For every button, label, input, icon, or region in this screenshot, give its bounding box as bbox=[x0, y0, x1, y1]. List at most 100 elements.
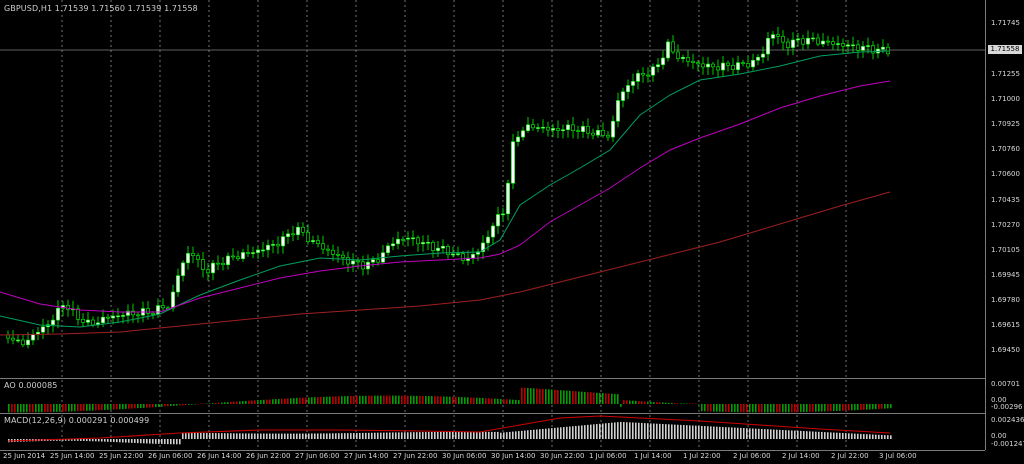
ao-bar bbox=[884, 404, 886, 409]
candle-body bbox=[206, 269, 210, 274]
ao-bar bbox=[653, 401, 655, 404]
candle-body bbox=[821, 40, 825, 45]
candle-body bbox=[831, 41, 835, 45]
macd-bar bbox=[857, 433, 859, 439]
macd-bar bbox=[98, 439, 100, 442]
ao-bar bbox=[761, 404, 763, 413]
ao-indicator-pane[interactable]: AO 0.000085 bbox=[0, 378, 1024, 413]
ao-bar bbox=[530, 388, 532, 404]
ao-bar bbox=[632, 400, 634, 404]
ao-bar bbox=[770, 404, 772, 413]
candle-body bbox=[636, 73, 640, 82]
ao-bar bbox=[629, 400, 631, 404]
macd-bar bbox=[218, 433, 220, 439]
ao-bar bbox=[719, 404, 721, 412]
ao-bar bbox=[230, 401, 232, 404]
macd-bar bbox=[551, 428, 553, 439]
ao-bar bbox=[14, 404, 16, 413]
macd-bar bbox=[491, 431, 493, 439]
candle-body bbox=[321, 243, 325, 250]
ao-bar bbox=[215, 402, 217, 404]
time-axis-label: 26 Jun 22:00 bbox=[246, 452, 291, 460]
macd-bar bbox=[626, 422, 628, 439]
ao-bar bbox=[578, 391, 580, 404]
macd-bar bbox=[689, 425, 691, 439]
macd-bar bbox=[389, 432, 391, 439]
ao-bar bbox=[491, 398, 493, 404]
macd-bar bbox=[698, 425, 700, 439]
macd-bar bbox=[467, 431, 469, 439]
ao-bar bbox=[485, 398, 487, 404]
macd-bar bbox=[227, 433, 229, 439]
macd-bar bbox=[329, 433, 331, 439]
price-axis-label: 1.69780 bbox=[991, 296, 1020, 304]
macd-bar bbox=[359, 432, 361, 439]
macd-bar bbox=[134, 439, 136, 443]
ao-bar bbox=[647, 401, 649, 404]
macd-bar bbox=[509, 431, 511, 439]
candle-body bbox=[586, 126, 590, 134]
ao-bar bbox=[476, 397, 478, 404]
time-axis-label: 2 Jul 14:00 bbox=[782, 452, 820, 460]
macd-bar bbox=[809, 431, 811, 439]
main-title: GBPUSD,H1 1.71539 1.71560 1.71539 1.7155… bbox=[4, 4, 198, 13]
ao-bar bbox=[59, 404, 61, 412]
macd-bar bbox=[332, 433, 334, 439]
ma-fast-line bbox=[0, 50, 891, 328]
macd-bar bbox=[665, 424, 667, 439]
ao-bar bbox=[143, 404, 145, 408]
macd-bar bbox=[656, 423, 658, 439]
candle-body bbox=[666, 41, 670, 59]
candle-body bbox=[516, 136, 520, 142]
ao-bar bbox=[56, 404, 58, 412]
macd-bar bbox=[338, 433, 340, 439]
ao-bar bbox=[113, 404, 115, 410]
ao-bar bbox=[47, 404, 49, 413]
candle-body bbox=[491, 225, 495, 238]
ao-bar bbox=[239, 401, 241, 404]
ao-bar bbox=[164, 404, 166, 407]
time-axis bbox=[0, 450, 985, 464]
macd-bar bbox=[404, 432, 406, 439]
price-axis-label: 1.70270 bbox=[991, 221, 1020, 229]
ao-bar bbox=[437, 396, 439, 404]
main-price-pane[interactable]: GBPUSD,H1 1.71539 1.71560 1.71539 1.7155… bbox=[0, 0, 1024, 377]
ao-bar bbox=[686, 403, 688, 404]
macd-bar bbox=[224, 433, 226, 439]
ao-bar bbox=[863, 404, 865, 410]
macd-bar bbox=[644, 423, 646, 439]
ao-bar bbox=[494, 398, 496, 404]
ao-bar bbox=[86, 404, 88, 411]
macd-bar bbox=[89, 439, 91, 442]
candle-body bbox=[271, 244, 275, 246]
candle-body bbox=[126, 310, 130, 316]
candle-body bbox=[886, 46, 890, 55]
candle-body bbox=[326, 248, 330, 251]
macd-bar bbox=[767, 429, 769, 439]
candle-body bbox=[686, 57, 690, 62]
macd-bar bbox=[239, 433, 241, 439]
ao-bar bbox=[320, 396, 322, 404]
macd-bar bbox=[116, 439, 118, 443]
macd-bar bbox=[59, 439, 61, 441]
macd-bar bbox=[716, 426, 718, 439]
macd-bar bbox=[599, 423, 601, 439]
candle-body bbox=[651, 66, 655, 76]
ao-bar bbox=[188, 404, 190, 405]
macd-bar bbox=[671, 424, 673, 439]
candle-body bbox=[356, 260, 360, 263]
macd-bar bbox=[200, 432, 202, 439]
ao-bar bbox=[257, 400, 259, 404]
ao-bar bbox=[755, 404, 757, 413]
macd-bar bbox=[197, 432, 199, 439]
ao-bar bbox=[251, 400, 253, 404]
macd-axis-label: 0.00 bbox=[991, 432, 1007, 440]
ao-bar bbox=[704, 404, 706, 412]
candle-body bbox=[351, 260, 355, 265]
ao-bar bbox=[551, 389, 553, 404]
ao-bar bbox=[836, 404, 838, 411]
candle-body bbox=[396, 238, 400, 245]
ao-bar bbox=[272, 399, 274, 404]
macd-bar bbox=[872, 434, 874, 439]
